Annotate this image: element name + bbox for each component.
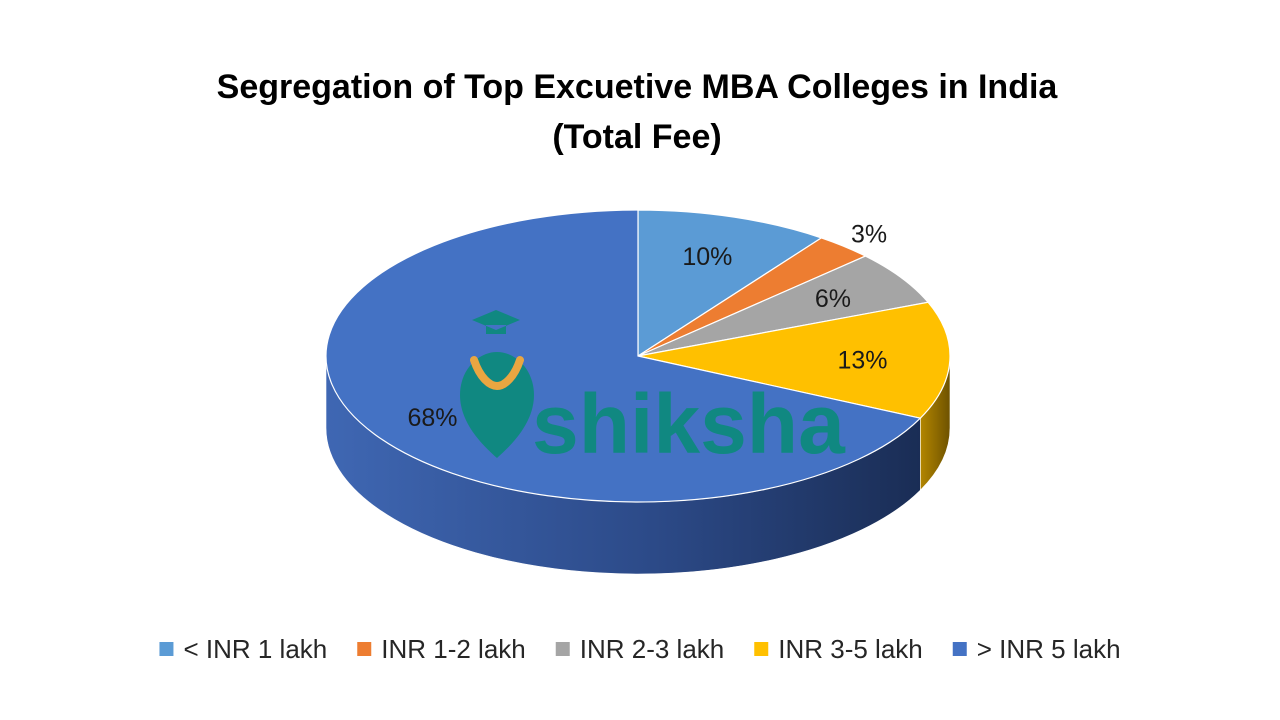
legend-swatch xyxy=(952,642,967,656)
data-label-inr-3-5-lakh: 13% xyxy=(837,346,887,374)
legend-label: < INR 1 lakh xyxy=(183,634,327,664)
legend-item-inr-1-2-lakh: INR 1-2 lakh xyxy=(357,634,526,664)
legend-swatch xyxy=(555,642,570,656)
shiksha-smile-icon xyxy=(470,356,524,391)
data-label-inr-2-3-lakh: 6% xyxy=(815,285,851,313)
legend-swatch xyxy=(754,642,769,656)
legend-label: INR 3-5 lakh xyxy=(778,634,923,664)
legend-item-inr-2-3-lakh: INR 2-3 lakh xyxy=(555,634,725,664)
data-label-inr-1-2-lakh: 3% xyxy=(851,220,887,248)
legend-item-inr-1-lakh: < INR 1 lakh xyxy=(159,634,327,664)
data-label-inr-1-lakh: 10% xyxy=(682,243,732,271)
graduation-cap-icon xyxy=(472,310,520,334)
chart-title: Segregation of Top Excuetive MBA College… xyxy=(217,68,1059,106)
chart-subtitle: (Total Fee) xyxy=(552,118,721,156)
legend: < INR 1 lakh INR 1-2 lakh INR 2-3 lakh INR … xyxy=(159,634,1121,664)
data-labels: 10% 3% 6% 13% 68% xyxy=(407,220,887,432)
watermark-text: shiksha xyxy=(532,377,846,471)
pie-slice-inr-3-5-lakh xyxy=(637,301,951,419)
legend-label: > INR 5 lakh xyxy=(977,634,1121,664)
pie-slice-inr-1-lakh xyxy=(637,209,823,358)
data-label-inr-5-lakh: 68% xyxy=(407,404,457,432)
shiksha-watermark: shiksha xyxy=(460,310,846,471)
shiksha-pen-icon xyxy=(460,352,534,458)
legend-item-inr-5-lakh: > INR 5 lakh xyxy=(952,634,1121,664)
legend-item-inr-3-5-lakh: INR 3-5 lakh xyxy=(754,634,923,664)
legend-label: INR 1-2 lakh xyxy=(381,634,526,664)
legend-swatch xyxy=(357,642,372,656)
legend-label: INR 2-3 lakh xyxy=(580,634,725,664)
legend-swatch xyxy=(159,642,174,656)
